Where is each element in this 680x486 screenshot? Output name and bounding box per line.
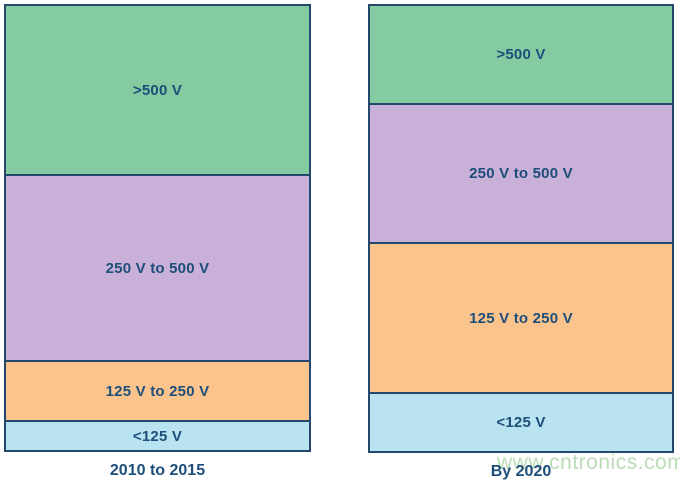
segment-label: <125 V (132, 427, 183, 445)
segment-label: 125 V to 250 V (105, 382, 210, 400)
segment-label: 250 V to 500 V (469, 165, 573, 182)
stacked-bar-2010-2015: >500 V 250 V to 500 V 125 V to 250 V <12… (4, 4, 311, 452)
column-label-2010-2015: 2010 to 2015 (109, 462, 206, 479)
stacked-bar-by-2020: >500 V 250 V to 500 V 125 V to 250 V <12… (368, 4, 674, 453)
segment-125v-250v: 125 V to 250 V (6, 360, 309, 420)
segment-lt-125v: <125 V (370, 392, 672, 451)
segment-gt-500v: >500 V (370, 6, 672, 103)
segment-label: 250 V to 500 V (105, 259, 210, 277)
segment-lt-125v: <125 V (6, 420, 309, 450)
segment-label: >500 V (132, 81, 183, 99)
segment-label: >500 V (496, 46, 546, 63)
segment-label: 125 V to 250 V (469, 309, 573, 327)
column-label-by-2020: By 2020 (490, 463, 552, 480)
watermark: www.cntronics.com (497, 451, 680, 474)
segment-125v-250v: 125 V to 250 V (370, 242, 672, 392)
segment-label: <125 V (496, 414, 546, 431)
segment-250v-500v: 250 V to 500 V (370, 103, 672, 242)
segment-gt-500v: >500 V (6, 6, 309, 174)
segment-250v-500v: 250 V to 500 V (6, 174, 309, 360)
